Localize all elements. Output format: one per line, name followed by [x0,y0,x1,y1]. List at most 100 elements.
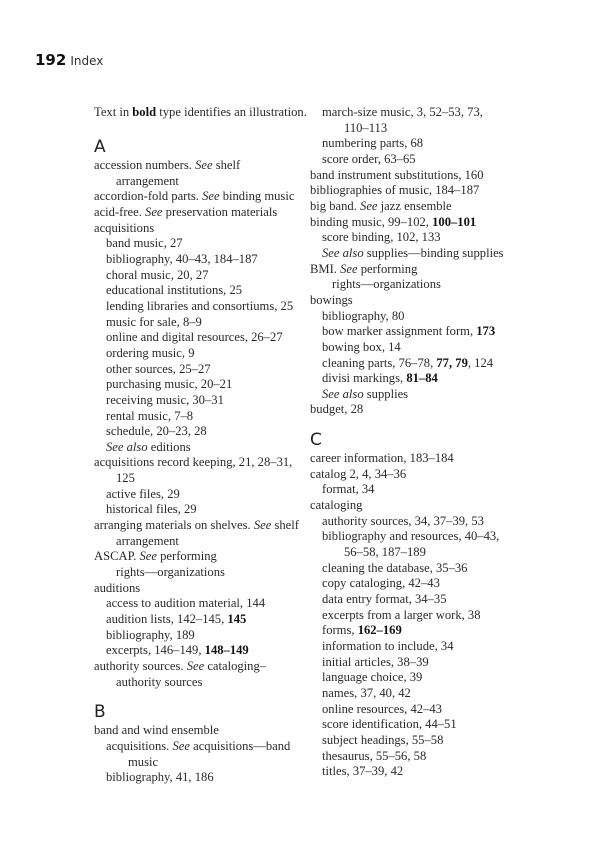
index-subentry: titles, 37–39, 42 [310,764,504,780]
index-subentry: format, 34 [310,482,504,498]
entry-text: educational institutions, 25 [106,283,243,298]
index-section: march-size music, 3, 52–53, 73, 110–113 nu… [310,105,504,418]
bold-page-ref: 173 [476,324,496,339]
index-subentry: lending libraries and consortiums, 25 [94,299,299,315]
entry-text: bowings [310,292,353,307]
index-subentry: excerpts, 146–149, 148–149 [94,643,299,659]
index-subentry: authority sources, 34, 37–39, 53 [310,514,504,530]
index-entry: auditions [94,581,299,597]
index-subentry: numbering parts, 68 [310,136,504,152]
index-entry: bibliographies of music, 184–187 [310,183,504,199]
entry-text: bowing box, 14 [322,339,401,354]
entry-text: format, 34 [322,482,375,497]
index-entry: big band. See jazz ensemble [310,199,504,215]
entry-text: bibliography and resources, 40–43, [322,529,500,544]
entry-continuation: arrangement [94,174,299,190]
entry-text: 110–113 [344,120,388,135]
cross-reference-term: See [195,158,213,172]
index-entry: acquisitions [94,221,299,237]
index-entry: band instrument substitutions, 160 [310,168,504,184]
cross-reference-term: See [360,198,378,213]
running-head-title: Index [70,54,104,68]
entry-text: thesaurus, 55–56, 58 [322,748,427,763]
index-subentry: bibliography, 189 [94,628,299,644]
entry-text: arrangement [116,173,179,188]
entry-text: acquisitions [94,220,155,235]
entry-text: historical files, 29 [106,502,197,517]
entry-text: authority sources, 34, 37–39, 53 [322,513,484,528]
index-subentry: bibliography, 80 [310,309,504,325]
cross-reference-term: See [340,261,358,276]
index-subentry: bibliography, 40–43, 184–187 [94,252,299,268]
entry-text: acquisitions—band [189,738,291,753]
bold-page-ref: 77, 79 [436,355,468,370]
index-entry: band and wind ensemble [94,723,299,739]
index-subentry: subject headings, 55–58 [310,733,504,749]
entry-text: ordering music, 9 [106,345,195,360]
index-subentry: bow marker assignment form, 173 [310,324,504,340]
index-subentry: band music, 27 [94,236,299,252]
entry-text: performing [357,261,418,276]
entry-text: catalog 2, 4, 34–36 [310,466,407,481]
index-subentry: thesaurus, 55–56, 58 [310,749,504,765]
index-subentry: excerpts from a larger work, 38 [310,608,504,624]
entry-text: bibliography, 189 [106,627,195,642]
index-subentry: online and digital resources, 26–27 [94,330,299,346]
entry-text: band music, 27 [106,236,183,251]
index-subentry: active files, 29 [94,487,299,503]
index-subentry: initial articles, 38–39 [310,655,504,671]
entry-text: arrangement [116,533,179,548]
index-subentry: schedule, 20–23, 28 [94,424,299,440]
entry-text: lending libraries and consortiums, 25 [106,298,294,313]
entry-text: audition lists, 142–145, [106,612,228,627]
index-entry: BMI. See performing [310,262,504,278]
entry-text: acquisitions. [106,738,173,753]
entry-text: march-size music, 3, 52–53, 73, [322,105,483,119]
entry-text: bibliography, 40–43, 184–187 [106,251,258,266]
index-entry: cataloging [310,498,504,514]
index-subentry: divisi markings, 81–84 [310,371,504,387]
index-subentry: bowing box, 14 [310,340,504,356]
entry-text: Text in [94,105,133,119]
entry-text: online resources, 42–43 [322,701,442,716]
cross-reference-term: See also [322,245,364,260]
cross-reference-term: See [139,549,157,564]
entry-continuation: arrangement [94,534,299,550]
page-number: 192 [35,51,67,69]
entry-text: , 124 [467,355,494,370]
running-head: 192 Index [35,50,103,69]
entry-text: bow marker assignment form, [322,324,477,339]
entry-text: preservation materials [162,204,278,219]
index-intro-note: Text in bold type identifies an illustra… [94,105,307,120]
entry-continuation: 125 [94,471,299,487]
section-letter-heading: B [94,702,106,723]
cross-reference-term: See [253,518,272,533]
entry-text: excerpts from a larger work, 38 [322,607,481,622]
entry-text: purchasing music, 20–21 [106,377,233,392]
entry-text: jazz ensemble [377,198,452,213]
entry-continuation: authority sources [94,675,299,691]
entry-text: titles, 37–39, 42 [322,764,404,779]
cross-reference-term: See also [106,439,148,454]
entry-text: auditions [94,580,141,595]
entry-text: bibliography, 41, 186 [106,770,214,785]
entry-text: band and wind ensemble [94,723,219,738]
index-entry: arranging materials on shelves. See shel… [94,518,299,534]
entry-text: acquisitions record keeping, 21, 28–31, [94,455,293,470]
entry-text: music [128,754,159,769]
section-letter-heading: A [94,137,106,157]
entry-text: shelf [271,518,299,533]
index-subentry: ordering music, 9 [94,346,299,362]
entry-text: choral music, 20, 27 [106,267,209,282]
index-subentry: other sources, 25–27 [94,362,299,378]
entry-text: ASCAP. [94,549,140,564]
index-subentry: score binding, 102, 133 [310,230,504,246]
index-subentry: language choice, 39 [310,670,504,686]
entry-continuation: 56–58, 187–189 [310,545,504,561]
index-entry: budget, 28 [310,402,504,418]
entry-text: bibliographies of music, 184–187 [310,183,480,198]
cross-reference-term: See [202,189,220,204]
cross-reference-term: See also [322,386,364,401]
